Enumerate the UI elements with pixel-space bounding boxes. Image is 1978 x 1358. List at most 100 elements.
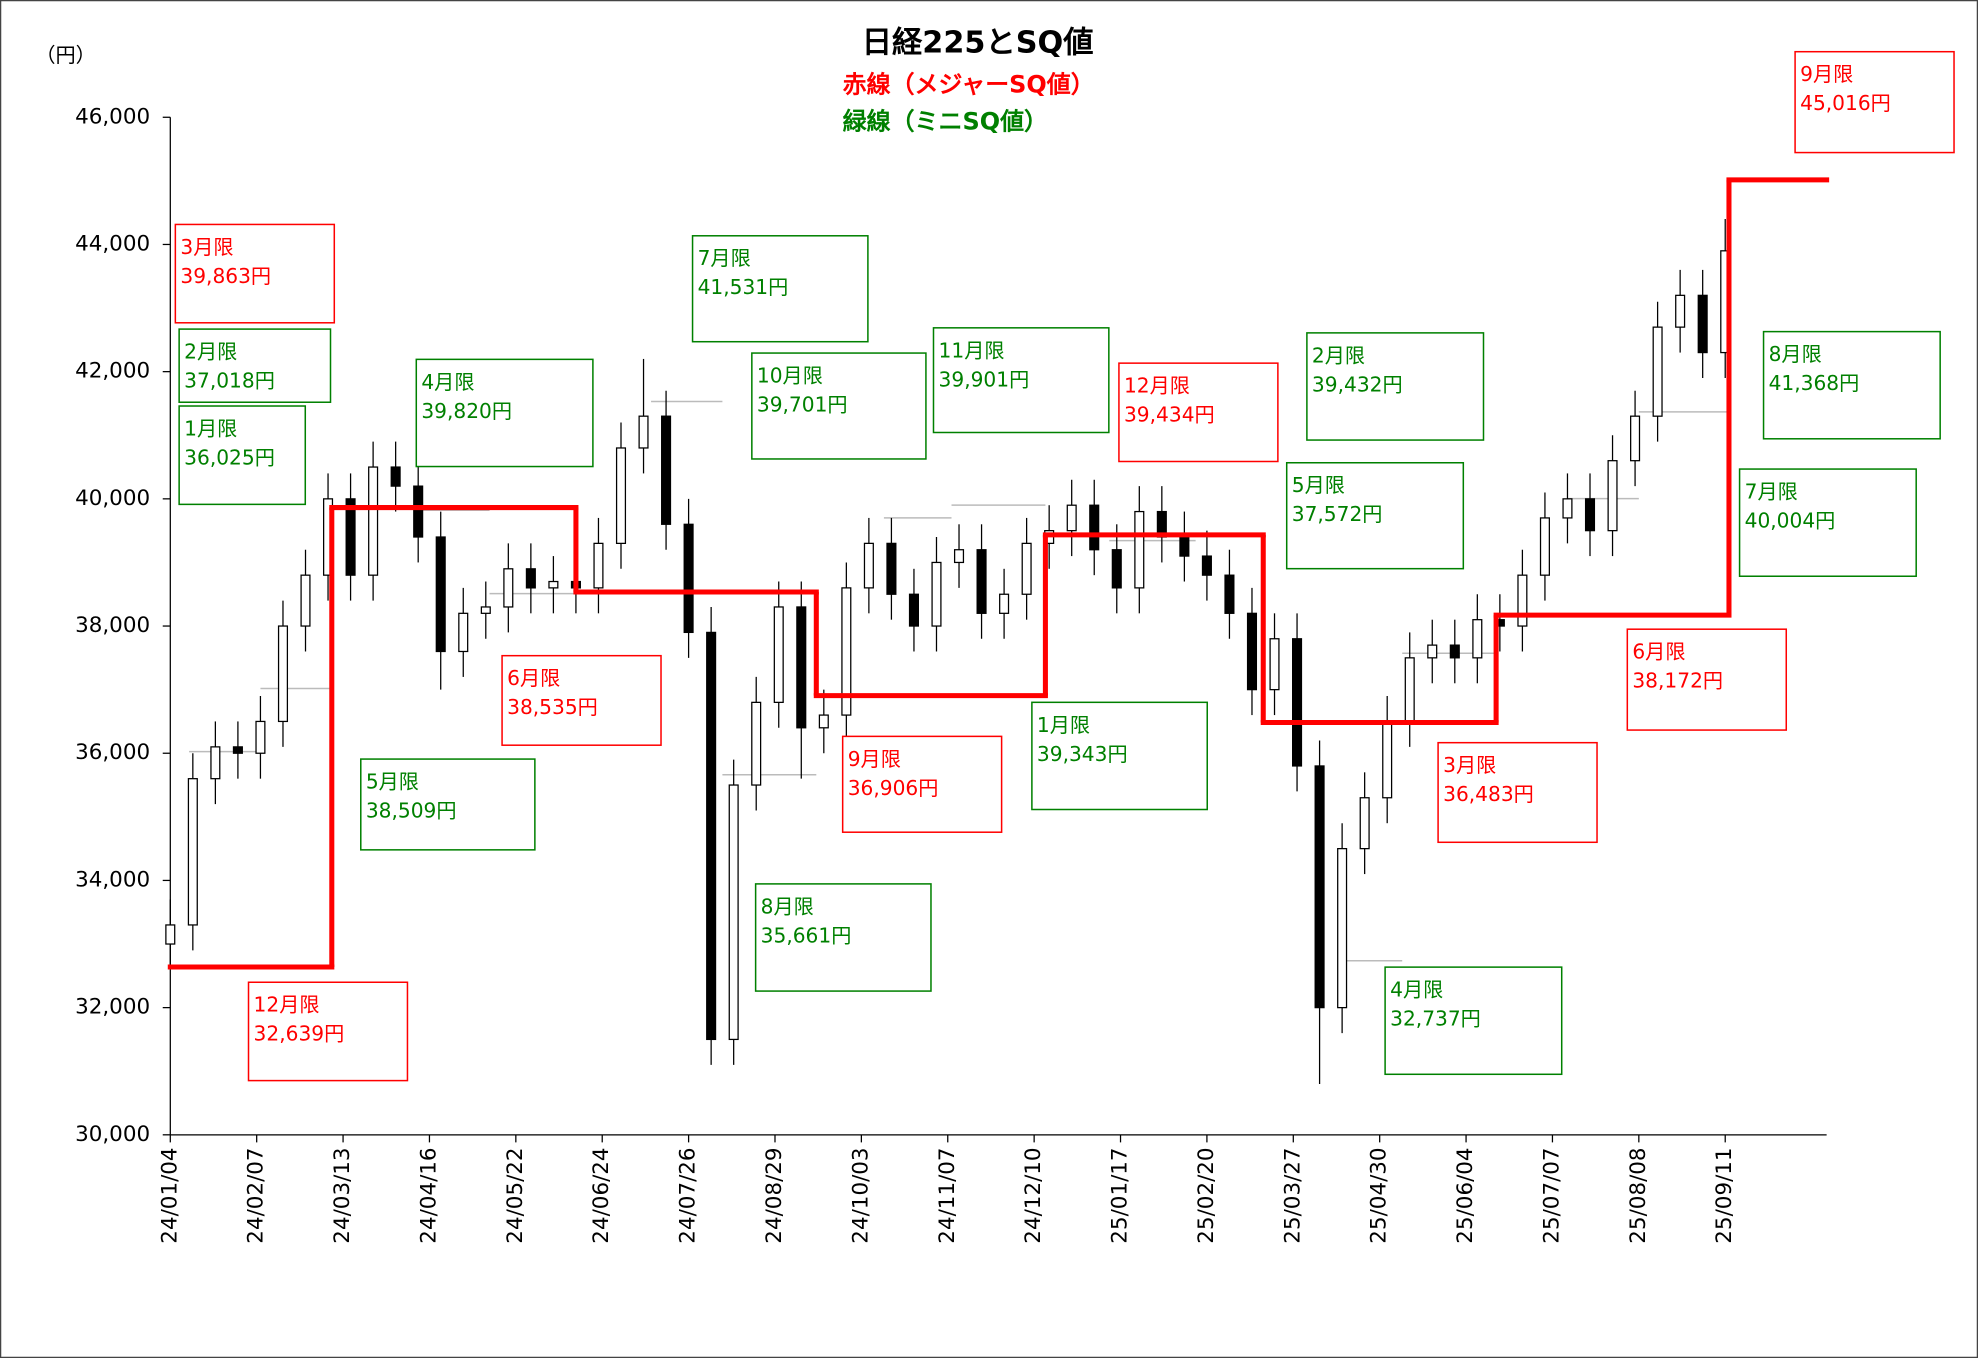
candle-body [413,485,424,538]
candle-body [480,606,491,614]
annotation-box [1738,468,1917,577]
x-tick-label: 24/12/10 [1021,1147,1046,1243]
annotation-box [415,358,594,468]
x-tick-label: 25/01/17 [1108,1147,1133,1243]
x-tick-label: 24/03/13 [330,1147,355,1243]
candle-body [773,606,784,703]
annotation-value: 38,535円 [507,695,598,719]
x-tick-label: 24/02/07 [244,1147,269,1243]
x-tick-label: 25/02/20 [1194,1147,1219,1243]
annotation-label: 9月限 [1800,62,1853,86]
annotation-box [1031,701,1208,811]
x-tick-label: 25/07/07 [1539,1147,1564,1243]
candle-body [1449,644,1460,659]
candle-body [1269,638,1280,691]
x-tick-label: 24/11/07 [935,1147,960,1243]
annotation-value: 39,432円 [1312,372,1403,396]
candle-body [615,447,627,544]
annotation-value: 40,004円 [1745,509,1836,533]
legend-major: 赤線（メジャーSQ値） [843,71,1095,99]
annotation-label: 8月限 [1769,342,1822,366]
annotation-value: 45,016円 [1800,91,1891,115]
x-tick-label: 24/04/16 [416,1147,441,1243]
y-tick-label: 44,000 [75,231,150,256]
annotation-label: 9月限 [848,747,901,771]
annotation-box [932,327,1110,434]
annotation-box [1437,741,1598,844]
candle-body [1562,498,1573,519]
annotation-label: 3月限 [1443,753,1496,777]
annotation-box [1306,332,1485,441]
y-tick-label: 30,000 [75,1122,150,1147]
y-tick-label: 40,000 [75,486,150,511]
candle-body [1111,549,1122,589]
annotation-value: 39,901円 [939,367,1030,391]
candle-body [503,568,514,608]
candle-body [1630,415,1641,462]
annotation-value: 38,172円 [1632,669,1723,693]
x-tick-label: 24/01/04 [157,1147,182,1243]
candle-body [1246,612,1258,691]
candle-body [1404,657,1415,723]
annotation-label: 1月限 [184,416,237,440]
candle-body [1224,574,1235,614]
candle-body [593,542,604,589]
annotation-box [1762,330,1941,440]
annotation-label: 5月限 [366,770,419,794]
candle-body [999,593,1010,614]
annotation-value: 41,368円 [1769,371,1860,395]
y-tick-label: 32,000 [75,995,150,1020]
annotation-box [1285,461,1465,570]
candle-body [638,415,649,449]
candle-body [1021,542,1032,595]
annotation-value: 39,434円 [1124,403,1215,427]
annotation-label: 5月限 [1292,473,1345,497]
candle-body [1201,555,1212,576]
annotation-box [1118,362,1279,463]
annotation-label: 7月限 [1745,480,1798,504]
candle-body [1675,294,1686,328]
annotation-label: 11月限 [939,338,1005,362]
candle-body [368,466,379,576]
y-unit: （円） [35,43,95,67]
candle-body [232,746,243,754]
candle-body [210,746,221,780]
candle-body [1337,848,1348,1009]
candle-body [548,580,559,589]
y-tick-label: 34,000 [75,867,150,892]
chart-title: 日経225とSQ値 [862,26,1094,61]
candle-body [841,587,852,716]
y-tick-label: 36,000 [75,740,150,765]
candle-body [863,542,874,589]
candle-body [1134,510,1145,589]
annotation-label: 2月限 [1312,343,1365,367]
candle-body [1517,574,1528,627]
candle-body [1359,797,1370,850]
annotation-value: 36,483円 [1443,782,1534,806]
candle-body [1089,504,1100,551]
annotation-box [754,883,932,992]
candle-body [908,593,920,627]
annotation-value: 41,531円 [698,275,789,299]
x-tick-label: 25/09/11 [1712,1147,1737,1243]
candle-body [1697,294,1708,354]
candle-body [706,631,717,1041]
candle-body [1427,644,1438,659]
annotation-label: 1月限 [1037,713,1090,737]
candle-body [435,536,446,653]
candle-body [661,415,672,525]
x-tick-label: 24/10/03 [848,1147,873,1243]
candle-body [1607,460,1618,532]
candle-body [728,784,739,1041]
annotation-value: 35,661円 [761,923,852,947]
annotation-value: 39,863円 [180,264,271,288]
annotation-value: 39,343円 [1037,742,1128,766]
candle-body [277,625,289,723]
candle-body [1314,765,1325,1009]
annotation-label: 6月限 [1632,640,1685,664]
annotation-label: 8月限 [761,894,814,918]
annotation-value: 32,737円 [1390,1007,1481,1031]
candle-body [1292,638,1303,767]
x-tick-label: 24/07/26 [676,1147,701,1243]
annotation-value: 38,509円 [366,799,457,823]
